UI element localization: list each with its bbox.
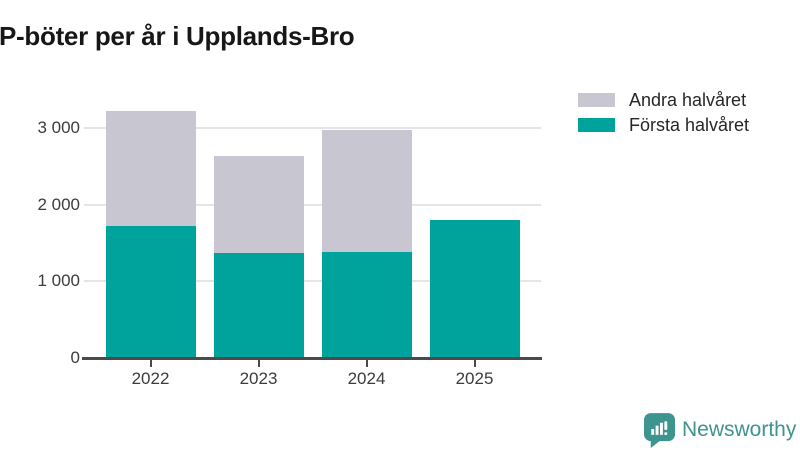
x-axis-tick — [149, 359, 152, 367]
x-axis-tick-label: 2024 — [347, 369, 386, 388]
legend-swatch-forsta-halvaret — [578, 118, 615, 132]
gridline-2000 — [84, 203, 541, 206]
gridline-1000 — [84, 280, 541, 283]
y-axis-tick-label: 2 000 — [37, 194, 80, 214]
bar-2023-forsta-halvaret — [213, 253, 304, 358]
y-axis-tick-label: 3 000 — [37, 118, 80, 138]
x-axis-tick — [257, 359, 260, 367]
legend-item-andra-halvaret: Andra halvåret — [578, 90, 749, 110]
newsworthy-bar-chart-bubble-icon — [644, 413, 675, 448]
y-axis-tick-label: 1 000 — [37, 271, 80, 291]
bar-2022-andra-halvaret — [105, 111, 196, 227]
x-axis-tick-label: 2023 — [239, 369, 278, 388]
bar-2024-andra-halvaret — [321, 129, 412, 253]
bar-2024-forsta-halvaret — [321, 252, 412, 358]
legend-swatch-andra-halvaret — [578, 93, 615, 107]
gridline-3000 — [84, 127, 541, 130]
legend-item-forsta-halvaret: Första halvåret — [578, 115, 749, 135]
newsworthy-logo: Newsworthy — [644, 413, 796, 448]
x-axis-tick — [473, 359, 476, 367]
legend-label: Första halvåret — [629, 114, 750, 135]
legend-label: Andra halvåret — [629, 89, 747, 110]
x-axis-tick-label: 2022 — [131, 369, 170, 388]
y-axis-tick-label: 0 — [70, 348, 80, 367]
chart-title: P-böter per år i Upplands-Bro — [0, 21, 355, 52]
x-axis-tick — [365, 359, 368, 367]
x-axis-tick-label: 2025 — [455, 369, 494, 388]
bar-2023-andra-halvaret — [213, 155, 304, 254]
x-axis-line — [82, 357, 542, 360]
legend: Andra halvåret Första halvåret — [578, 90, 749, 143]
bar-2025-forsta-halvaret — [429, 220, 520, 358]
bar-2022-forsta-halvaret — [105, 226, 196, 358]
newsworthy-logo-text: Newsworthy — [682, 417, 797, 441]
